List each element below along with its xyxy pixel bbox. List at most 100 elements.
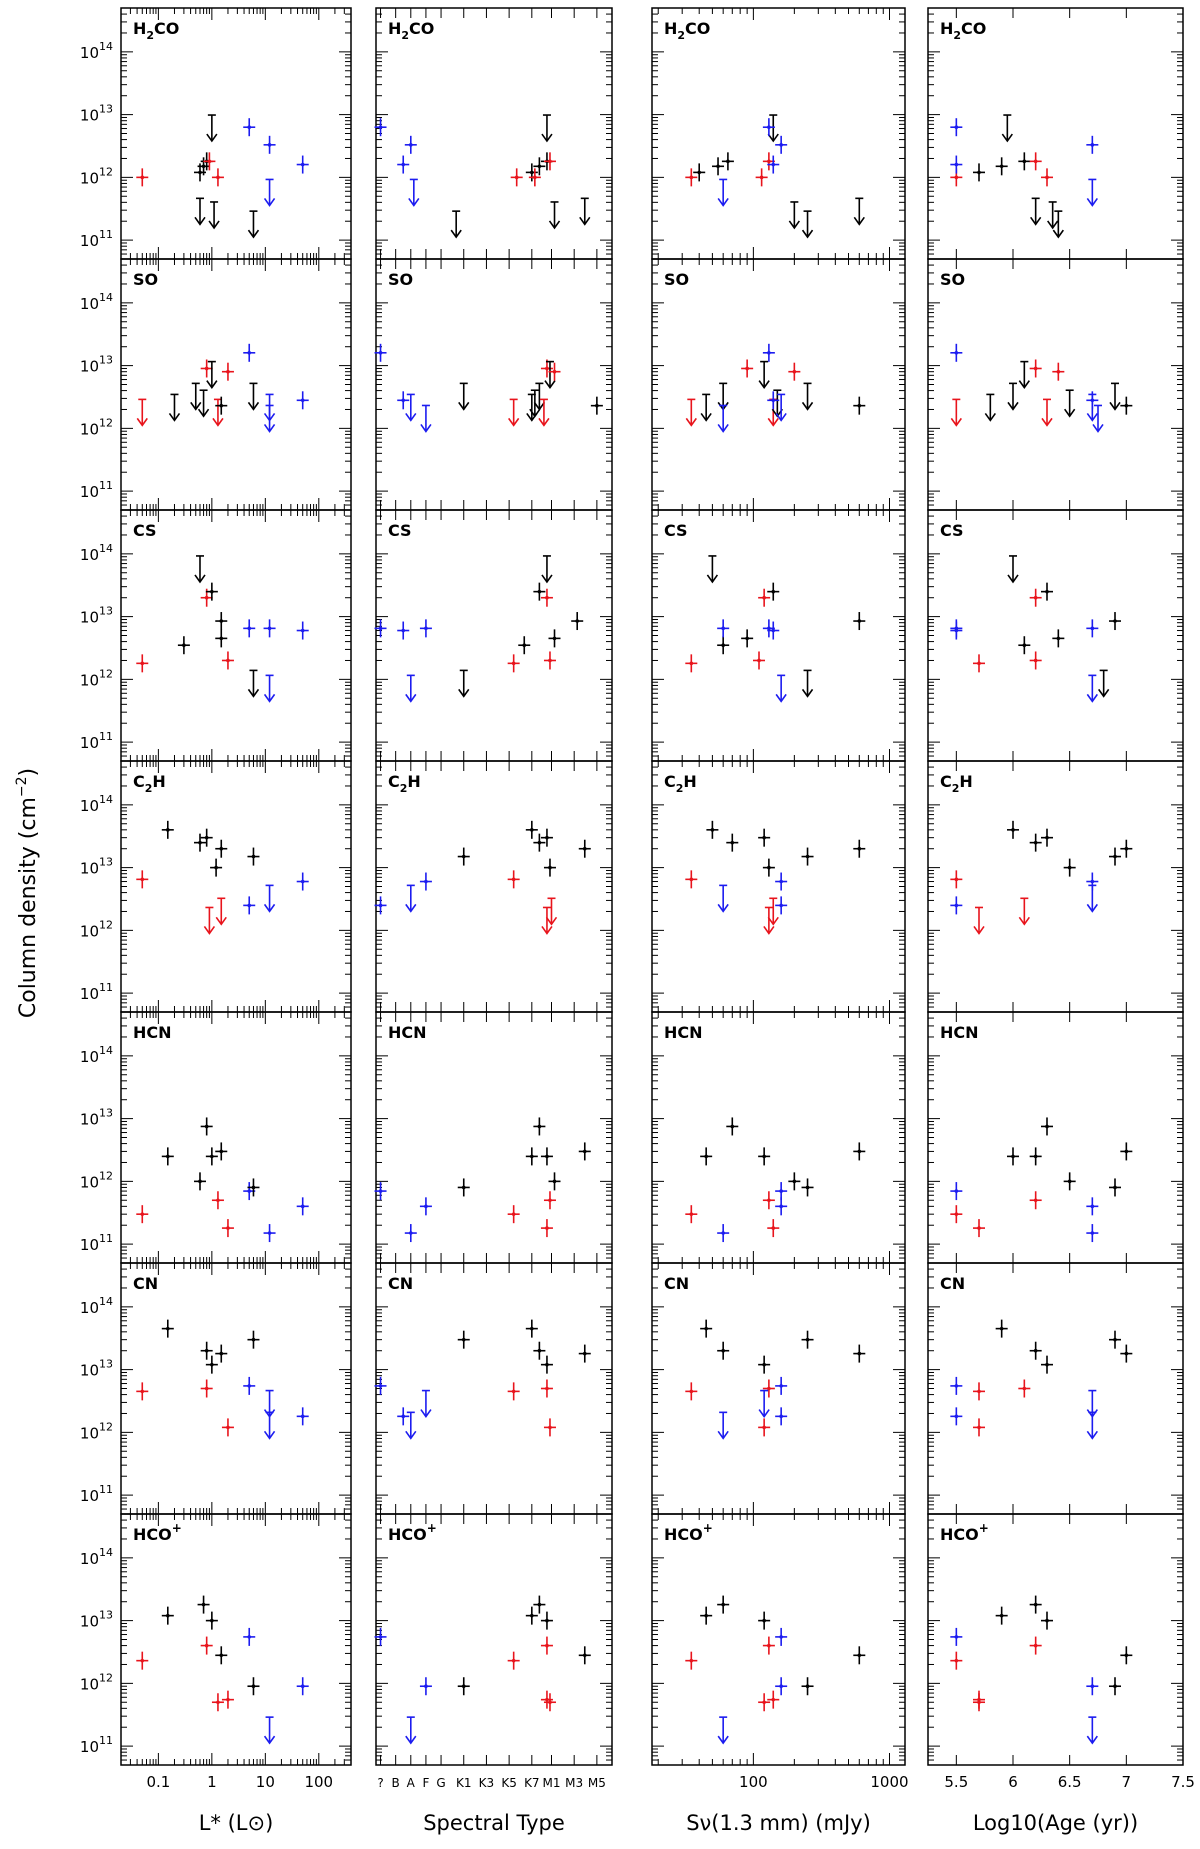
x-tick-label: G xyxy=(436,1776,445,1790)
data-point xyxy=(700,1319,713,1338)
data-point xyxy=(1086,1197,1099,1216)
y-tick-label: 1011 xyxy=(80,1483,113,1505)
y-tick-label: 1014 xyxy=(80,1546,113,1568)
data-point xyxy=(853,1142,866,1161)
data-point xyxy=(221,362,234,381)
data-point xyxy=(296,391,309,410)
y-tick-label: 1014 xyxy=(80,291,113,313)
y-tick-label: 1011 xyxy=(80,981,113,1003)
data-point xyxy=(712,157,725,176)
data-point xyxy=(205,1147,218,1166)
species-label: CS xyxy=(133,521,157,540)
data-point xyxy=(1086,1389,1098,1418)
data-point xyxy=(775,1677,788,1696)
data-point xyxy=(197,157,210,176)
y-tick-label: 1012 xyxy=(80,416,113,438)
data-point xyxy=(296,155,309,174)
y-tick-label: 1013 xyxy=(80,605,113,627)
panel-C2H-age: C2H xyxy=(927,760,1184,1013)
data-point xyxy=(1018,1379,1031,1398)
data-point xyxy=(1052,210,1064,239)
data-point xyxy=(1030,197,1042,226)
data-point xyxy=(397,155,410,174)
data-point xyxy=(1007,820,1019,839)
data-point xyxy=(540,1219,553,1238)
data-point xyxy=(950,1627,963,1646)
data-point xyxy=(1041,168,1053,187)
y-tick-label: 1012 xyxy=(80,1420,113,1442)
data-point xyxy=(374,343,387,362)
data-point xyxy=(263,674,276,703)
data-point xyxy=(726,833,739,852)
data-point xyxy=(525,163,538,182)
data-point xyxy=(775,1627,788,1646)
data-point xyxy=(263,1389,276,1418)
data-point xyxy=(767,391,780,410)
data-point xyxy=(528,168,541,187)
panel-HCN-lum: 1011 1012 1013 1014 HCN xyxy=(80,1011,352,1264)
data-point xyxy=(533,1117,546,1136)
data-point xyxy=(1092,404,1104,433)
data-point xyxy=(1041,1117,1053,1136)
data-point xyxy=(136,1382,149,1401)
panel-frame xyxy=(651,1011,906,1264)
x-tick-label: B xyxy=(392,1776,400,1790)
y-tick-label: 1013 xyxy=(80,354,113,376)
data-point xyxy=(853,839,866,858)
data-point xyxy=(1029,359,1042,378)
data-point xyxy=(197,389,210,418)
data-point xyxy=(775,393,787,422)
data-point xyxy=(717,1595,730,1614)
y-tick-label: 1012 xyxy=(80,165,113,187)
data-point xyxy=(706,555,719,584)
data-point xyxy=(721,152,734,171)
data-point xyxy=(540,1690,553,1709)
data-point xyxy=(950,621,963,640)
species-label: HCO+ xyxy=(940,1521,989,1544)
panel-frame xyxy=(120,1513,352,1766)
panel-CN-lum: 1011 1012 1013 1014 CN xyxy=(80,1262,352,1515)
data-point xyxy=(788,1172,801,1191)
panel-frame xyxy=(120,7,352,260)
data-point xyxy=(450,210,462,239)
species-label: HCO+ xyxy=(133,1521,182,1544)
data-point xyxy=(853,612,866,631)
data-point xyxy=(1098,669,1110,698)
data-point xyxy=(1086,178,1098,207)
x-tick-label: 5.5 xyxy=(944,1773,968,1791)
x-tick-label: 7 xyxy=(1122,1773,1132,1791)
panel-H2CO-lum: 1011 1012 1013 1014 H2CO xyxy=(80,7,352,260)
data-point xyxy=(950,398,962,427)
data-point xyxy=(507,1205,520,1224)
panel-frame xyxy=(120,1262,352,1515)
data-point xyxy=(726,1117,739,1136)
data-point xyxy=(215,629,228,648)
data-point xyxy=(1018,636,1031,655)
data-point xyxy=(193,1172,206,1191)
species-label: C2H xyxy=(940,772,973,795)
y-tick-label: 1011 xyxy=(80,1734,113,1756)
y-tick-label: 1012 xyxy=(80,918,113,940)
data-point xyxy=(995,157,1008,176)
data-point xyxy=(190,382,202,411)
data-point xyxy=(200,828,213,847)
data-point xyxy=(1029,1341,1042,1360)
panel-SO-lum: 1011 1012 1013 1014 SO xyxy=(80,258,352,511)
x-axis-label: Spectral Type xyxy=(423,1811,565,1835)
data-point xyxy=(243,619,256,638)
data-point xyxy=(950,1407,963,1426)
panel-HCN-flux: HCN xyxy=(651,1011,906,1264)
data-point xyxy=(950,870,963,889)
data-point xyxy=(247,1330,260,1349)
data-point xyxy=(215,612,228,631)
data-point xyxy=(533,1341,546,1360)
x-tick-label: K1 xyxy=(456,1776,472,1790)
data-point xyxy=(543,1191,556,1210)
panel-frame xyxy=(120,760,352,1013)
data-point xyxy=(950,1182,963,1201)
data-point xyxy=(296,621,309,640)
panel-SO-spt: SO xyxy=(374,258,613,511)
data-point xyxy=(950,1376,963,1395)
y-tick-label: 1014 xyxy=(80,793,113,815)
